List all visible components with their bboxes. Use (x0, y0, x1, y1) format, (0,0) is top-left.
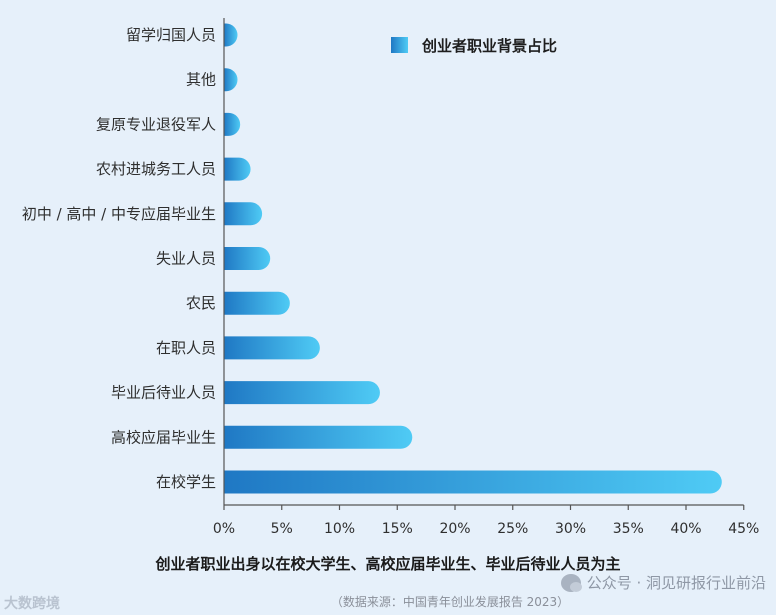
category-label: 留学归国人员 (126, 26, 216, 44)
bars-group (224, 23, 722, 494)
watermark-text: 公众号 · 洞见研报行业前沿 (586, 574, 766, 592)
category-label: 在校学生 (156, 473, 216, 491)
category-label: 复原专业退役军人 (96, 115, 216, 133)
brand-logo: 大数跨境 (4, 596, 60, 612)
category-label: 其他 (186, 71, 216, 89)
x-tick-label: 0% (213, 521, 235, 537)
bar (224, 247, 271, 270)
x-tick-label: 5% (271, 521, 293, 537)
watermark: 公众号 · 洞见研报行业前沿 (560, 572, 766, 593)
x-tick-label: 30% (555, 521, 586, 537)
x-tick-label: 15% (382, 521, 413, 537)
x-tick-label: 45% (728, 521, 759, 537)
x-axis: 0% 5% 10% 15% 20% 25% 30% 35% 40% 45% (213, 18, 759, 537)
bar (224, 68, 238, 92)
data-source: （数据来源：中国青年创业发展报告 2023） (330, 595, 570, 609)
category-label: 初中 / 高中 / 中专应届毕业生 (22, 205, 216, 223)
x-tick-label: 20% (439, 521, 470, 537)
legend: 创业者职业背景占比 (391, 37, 557, 55)
legend-label: 创业者职业背景占比 (421, 37, 557, 55)
bar (224, 470, 722, 494)
category-label: 农村进城务工人员 (96, 160, 216, 178)
bar (224, 291, 290, 315)
bar (224, 23, 238, 47)
wechat-icon (560, 573, 582, 592)
x-tick-label: 40% (670, 521, 701, 537)
x-tick-label: 35% (613, 521, 644, 537)
bar (224, 381, 380, 405)
legend-swatch (391, 37, 408, 53)
category-label: 农民 (186, 294, 216, 312)
bar (224, 336, 320, 360)
bar (224, 425, 413, 449)
category-label: 在职人员 (156, 339, 216, 357)
bar (224, 112, 241, 136)
category-label: 毕业后待业人员 (111, 384, 216, 402)
bar (224, 157, 251, 181)
x-tick-label: 25% (497, 521, 528, 537)
category-label: 失业人员 (156, 250, 216, 268)
chart-caption: 创业者职业出身以在校大学生、高校应届毕业生、毕业后待业人员为主 (155, 555, 621, 573)
bar (224, 202, 263, 226)
x-tick-label: 10% (324, 521, 355, 537)
category-label: 高校应届毕业生 (111, 428, 216, 446)
